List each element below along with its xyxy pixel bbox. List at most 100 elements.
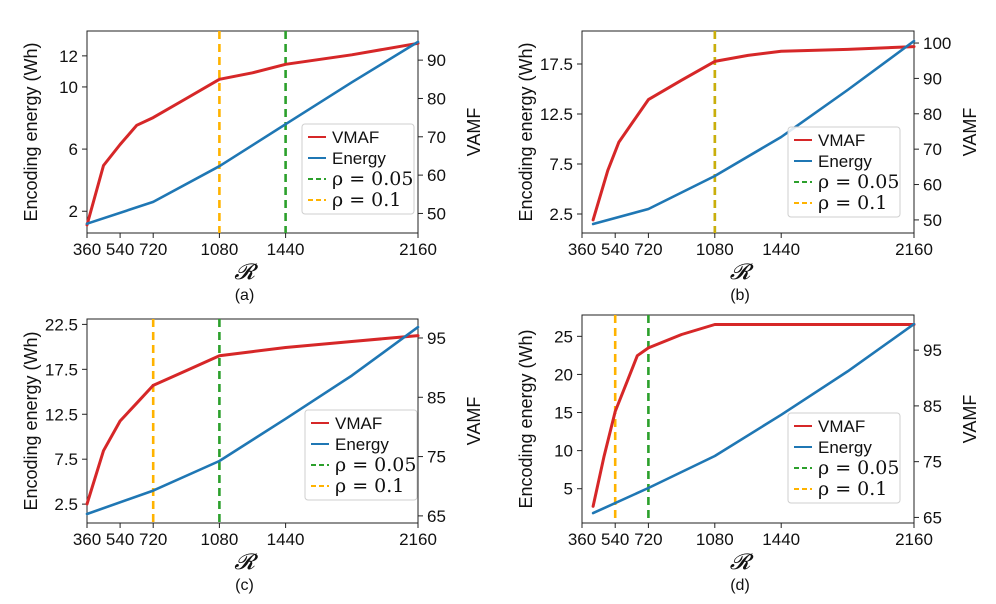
x-tick-label: 360 bbox=[568, 240, 596, 259]
panel-caption: (d) bbox=[730, 577, 750, 594]
x-tick-label: 1440 bbox=[267, 240, 305, 259]
y-tick-label: 25 bbox=[554, 327, 573, 346]
y2-tick-label: 85 bbox=[923, 397, 942, 416]
legend-label: ρ = 0.05 bbox=[818, 457, 899, 479]
y2-tick-label: 50 bbox=[923, 211, 942, 230]
legend-label: ρ = 0.05 bbox=[332, 168, 413, 190]
chart-panel-1: 360 540 720 1080 1440 2160 2 6 10 12 50 60 70 80 90 Enc… bbox=[21, 31, 484, 304]
y2-tick-label: 75 bbox=[923, 453, 942, 472]
y2-axis-label: VAMF bbox=[960, 108, 980, 157]
y2-tick-label: 100 bbox=[923, 34, 951, 53]
x-tick-label: 1440 bbox=[267, 530, 305, 549]
chart-panel-3: 360 540 720 1080 1440 2160 2.5 7.5 12.5 17.5 22.5 6… bbox=[21, 315, 484, 594]
y-tick-label: 15 bbox=[554, 404, 573, 423]
x-tick-label: 1080 bbox=[200, 530, 238, 549]
y-tick-label: 10 bbox=[554, 442, 573, 461]
y-tick-label: 5 bbox=[564, 480, 573, 499]
x-tick-label: 540 bbox=[601, 240, 629, 259]
x-tick-label: 2160 bbox=[399, 530, 437, 549]
y-tick-label: 7.5 bbox=[549, 155, 573, 174]
legend-label: ρ = 0.05 bbox=[335, 454, 416, 476]
legend-label: VMAF bbox=[818, 131, 865, 150]
x-tick-label: 1440 bbox=[762, 530, 800, 549]
y2-tick-label: 95 bbox=[427, 329, 446, 348]
figure-4-panel-charts: 360 540 720 1080 1440 21602610125060708090Enc… bbox=[0, 0, 996, 604]
y2-tick-label: 70 bbox=[427, 128, 446, 147]
y-tick-label: 2.5 bbox=[549, 205, 573, 224]
x-axis-label: 𝓡 bbox=[234, 260, 258, 285]
legend-label: Energy bbox=[818, 152, 872, 171]
x-tick-label: 360 bbox=[73, 530, 101, 549]
panel-caption: (c) bbox=[235, 577, 254, 594]
x-tick-label: 1440 bbox=[762, 240, 800, 259]
y2-tick-label: 80 bbox=[427, 89, 446, 108]
x-tick-label: 720 bbox=[634, 530, 662, 549]
y2-tick-label: 90 bbox=[427, 51, 446, 70]
panel-caption: (b) bbox=[730, 287, 750, 304]
legend-label: Energy bbox=[818, 438, 872, 457]
y-tick-label: 10 bbox=[59, 78, 78, 97]
x-tick-label: 540 bbox=[601, 530, 629, 549]
legend-label: Energy bbox=[332, 149, 386, 168]
y-axis-label: Encoding energy (Wh) bbox=[21, 42, 41, 221]
y2-tick-label: 65 bbox=[923, 508, 942, 527]
y-tick-label: 12.5 bbox=[540, 105, 573, 124]
y-tick-label: 7.5 bbox=[54, 450, 78, 469]
y2-tick-label: 95 bbox=[923, 341, 942, 360]
legend-label: ρ = 0.1 bbox=[332, 189, 401, 211]
x-axis-label: 𝓡 bbox=[234, 550, 258, 575]
y-tick-label: 6 bbox=[69, 140, 78, 159]
chart-panel-4: 360 540 720 1080 1440 2160 5 10 15 20 25 65 75 85 95 En… bbox=[516, 315, 980, 594]
y-axis-label: Encoding energy (Wh) bbox=[516, 329, 536, 508]
y-tick-label: 17.5 bbox=[45, 360, 78, 379]
y2-axis-label: VAMF bbox=[464, 397, 484, 446]
x-tick-label: 1080 bbox=[696, 530, 734, 549]
x-axis-label: 𝓡 bbox=[730, 260, 754, 285]
x-tick-label: 720 bbox=[139, 240, 167, 259]
chart-panel-2: 360 540 720 1080 1440 2160 2.5 7.5 12.5 17.5 50 60 7… bbox=[516, 31, 980, 304]
y-tick-label: 12.5 bbox=[45, 405, 78, 424]
y-tick-label: 2.5 bbox=[54, 495, 78, 514]
y-tick-label: 20 bbox=[554, 365, 573, 384]
y2-tick-label: 65 bbox=[427, 507, 446, 526]
legend-label: ρ = 0.1 bbox=[818, 192, 887, 214]
y-tick-label: 22.5 bbox=[45, 315, 78, 334]
y2-axis-label: VAMF bbox=[464, 108, 484, 157]
x-tick-label: 540 bbox=[106, 530, 134, 549]
y2-tick-label: 75 bbox=[427, 448, 446, 467]
x-axis-label: 𝓡 bbox=[730, 550, 754, 575]
x-tick-label: 360 bbox=[73, 240, 101, 259]
y2-axis-label: VAMF bbox=[960, 395, 980, 444]
y2-tick-label: 70 bbox=[923, 140, 942, 159]
x-tick-label: 1080 bbox=[696, 240, 734, 259]
y-tick-label: 12 bbox=[59, 47, 78, 66]
x-tick-label: 720 bbox=[139, 530, 167, 549]
x-tick-label: 2160 bbox=[895, 240, 933, 259]
legend-label: VMAF bbox=[332, 128, 379, 147]
y2-tick-label: 90 bbox=[923, 69, 942, 88]
x-tick-label: 2160 bbox=[399, 240, 437, 259]
legend-label: Energy bbox=[335, 435, 389, 454]
legend: VMAF Energyρ = 0.05ρ = 0.1 bbox=[788, 127, 900, 217]
y-tick-label: 17.5 bbox=[540, 55, 573, 74]
legend-label: VMAF bbox=[818, 417, 865, 436]
legend-label: VMAF bbox=[335, 414, 382, 433]
y2-tick-label: 60 bbox=[923, 176, 942, 195]
y2-tick-label: 80 bbox=[923, 105, 942, 124]
y2-tick-label: 85 bbox=[427, 388, 446, 407]
x-tick-label: 720 bbox=[634, 240, 662, 259]
legend-label: ρ = 0.1 bbox=[818, 478, 887, 500]
legend-label: ρ = 0.1 bbox=[335, 475, 404, 497]
panel-caption: (a) bbox=[235, 287, 255, 304]
x-tick-label: 540 bbox=[106, 240, 134, 259]
x-tick-label: 2160 bbox=[895, 530, 933, 549]
y-axis-label: Encoding energy (Wh) bbox=[516, 42, 536, 221]
y2-tick-label: 50 bbox=[427, 204, 446, 223]
x-tick-label: 1080 bbox=[200, 240, 238, 259]
y2-tick-label: 60 bbox=[427, 166, 446, 185]
x-tick-label: 360 bbox=[568, 530, 596, 549]
legend-label: ρ = 0.05 bbox=[818, 171, 899, 193]
